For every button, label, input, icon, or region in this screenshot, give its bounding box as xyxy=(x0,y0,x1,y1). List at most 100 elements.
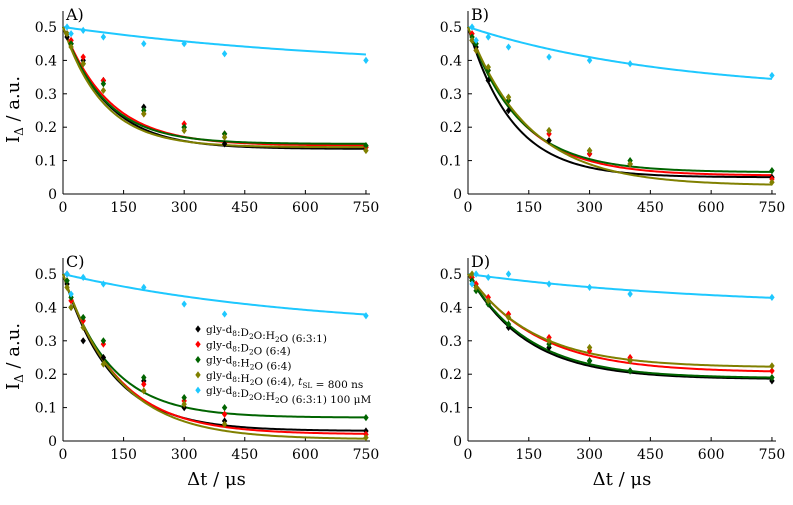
fit-curve xyxy=(467,273,772,379)
legend-label: gly-d8:H2O (6:4) xyxy=(206,355,291,373)
data-point xyxy=(64,283,70,291)
x-tick-label: 600 xyxy=(292,447,319,463)
fit-curve xyxy=(467,26,772,177)
data-point xyxy=(221,410,228,418)
data-point xyxy=(505,43,512,51)
x-tick-label: 300 xyxy=(576,200,603,216)
data-point xyxy=(181,400,187,408)
data-point xyxy=(68,30,74,38)
data-point xyxy=(627,357,633,365)
x-tick-label: 0 xyxy=(59,447,68,463)
data-point xyxy=(100,80,107,88)
fit-curve xyxy=(467,273,772,380)
legend-marker xyxy=(195,356,201,364)
data-point xyxy=(473,283,479,291)
data-point xyxy=(363,434,369,442)
x-tick-label: 750 xyxy=(759,447,786,463)
y-tick-label: 0.4 xyxy=(35,53,57,69)
panel-c: 0 150 300 450 600 750 0 0.1 0.2 0.3 0.4 0.5 C) IΔ / a… xyxy=(3,252,379,490)
data-point xyxy=(363,56,369,64)
data-point xyxy=(769,167,775,175)
data-point xyxy=(769,373,775,382)
data-point xyxy=(221,133,228,141)
panel-label: C) xyxy=(66,252,84,271)
x-tick-label: 750 xyxy=(353,200,380,216)
data-point xyxy=(181,126,187,135)
y-tick-label: 0.2 xyxy=(35,367,57,383)
data-point xyxy=(485,76,491,85)
legend-label: gly-d8:H2O (6:4), tSL = 800 ns xyxy=(206,370,363,391)
data-point xyxy=(546,136,552,145)
data-point xyxy=(363,312,369,320)
data-point xyxy=(80,26,86,34)
data-point xyxy=(473,46,479,54)
data-point xyxy=(80,60,86,68)
data-point xyxy=(769,293,775,301)
x-tick-label: 0 xyxy=(464,447,473,463)
data-point xyxy=(100,86,107,95)
y-tick-label: 0.2 xyxy=(440,120,462,136)
data-point xyxy=(769,71,775,80)
data-point xyxy=(469,270,475,278)
x-tick-label: 150 xyxy=(515,200,542,216)
legend: gly-d8:D2O:H2O (6:3:1)gly-d8:D2O (6:4)gl… xyxy=(195,324,371,406)
y-tick-label: 0.2 xyxy=(35,120,57,136)
data-point xyxy=(363,146,369,155)
panel-a: 0 150 300 450 600 750 0 0.1 0.2 0.3 0.4 0.5 A) IΔ / a… xyxy=(3,5,379,216)
legend-label: gly-d8:D2O (6:4) xyxy=(206,339,291,357)
fit-curve xyxy=(467,26,772,173)
fit-curve xyxy=(467,26,772,186)
data-point xyxy=(68,303,74,311)
data-point xyxy=(586,343,593,352)
data-point xyxy=(64,30,70,38)
y-tick-label: 0.4 xyxy=(440,300,462,316)
data-point xyxy=(68,43,74,51)
data-point xyxy=(586,357,593,365)
x-tick-label: 450 xyxy=(637,447,664,463)
y-tick-label: 0.4 xyxy=(440,53,462,69)
x-tick-label: 150 xyxy=(110,200,137,216)
x-tick-label: 150 xyxy=(110,447,137,463)
fit-curve xyxy=(62,273,366,432)
data-point xyxy=(141,380,147,388)
x-tick-label: 150 xyxy=(515,447,542,463)
legend-marker xyxy=(195,386,201,394)
data-point xyxy=(485,33,491,41)
data-point xyxy=(469,23,475,31)
data-point xyxy=(769,362,775,370)
data-point xyxy=(485,273,491,281)
y-tick-label: 0.5 xyxy=(440,267,462,283)
legend-marker xyxy=(195,340,201,348)
data-point xyxy=(505,270,512,278)
fit-curve xyxy=(62,273,366,419)
data-point xyxy=(141,283,147,291)
data-point xyxy=(64,277,70,285)
panel-b: 0 150 300 450 600 750 0 0.1 0.2 0.3 0.4 0.5 B) xyxy=(440,5,786,216)
data-point xyxy=(221,404,228,412)
data-point xyxy=(627,160,633,168)
data-point xyxy=(473,36,479,44)
fit-curve xyxy=(467,26,772,179)
data-point xyxy=(181,40,187,48)
data-point xyxy=(546,337,552,345)
data-point xyxy=(181,393,187,402)
y-tick-label: 0 xyxy=(48,187,57,203)
panel-label: A) xyxy=(65,5,84,24)
data-point xyxy=(100,353,107,362)
data-point xyxy=(100,360,107,368)
data-point xyxy=(469,36,475,44)
x-axis-label: Δt / μs xyxy=(593,469,652,490)
data-point xyxy=(586,283,593,291)
y-axis-label: IΔ / a.u. xyxy=(3,323,26,390)
data-point xyxy=(363,414,369,422)
data-point xyxy=(80,53,86,61)
fit-curve xyxy=(62,273,367,316)
panel-label: B) xyxy=(471,5,489,24)
data-point xyxy=(586,56,593,64)
data-point xyxy=(64,23,70,31)
x-tick-label: 300 xyxy=(171,200,198,216)
data-point xyxy=(141,387,147,395)
data-point xyxy=(100,33,107,41)
data-point xyxy=(68,290,74,298)
